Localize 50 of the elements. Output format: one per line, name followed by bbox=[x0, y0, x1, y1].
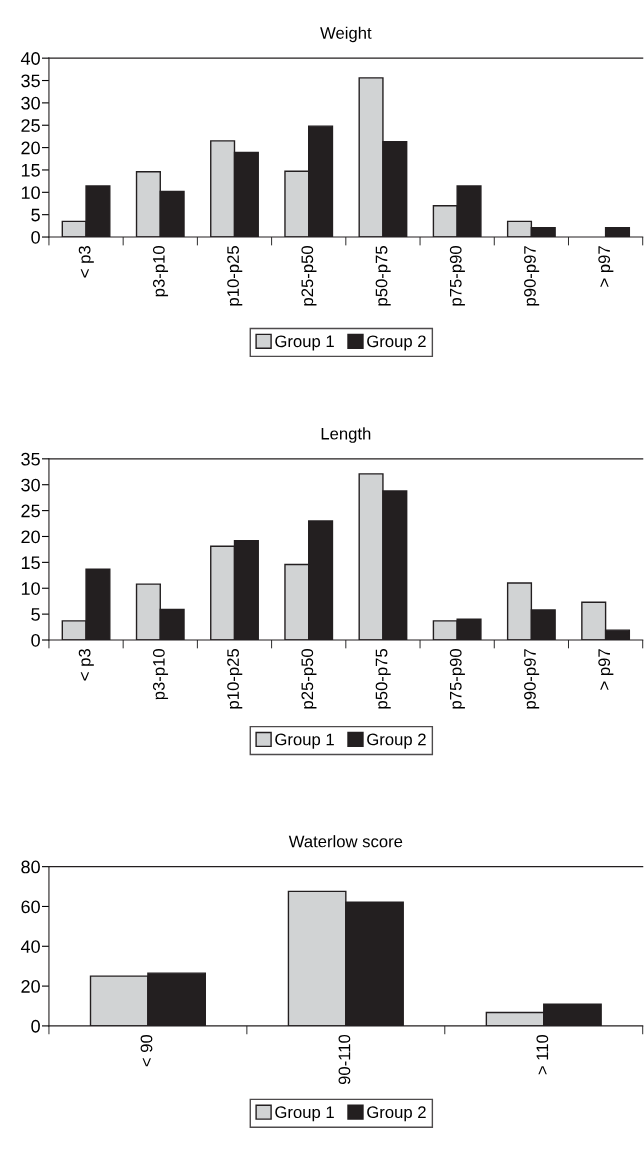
x-tick-label: p3-p10 bbox=[152, 648, 169, 700]
y-tick-label: 15 bbox=[21, 556, 40, 570]
legend-label: Group 2 bbox=[367, 733, 426, 749]
x-tick-label: p10-p25 bbox=[227, 246, 243, 306]
y-tick-label: 10 bbox=[21, 582, 40, 595]
y-tick-label: 60 bbox=[21, 900, 40, 914]
y-tick-label: 25 bbox=[21, 119, 40, 132]
x-tick-label: p75-p90 bbox=[449, 246, 465, 306]
x-tick-label: p50-p75 bbox=[375, 649, 391, 709]
y-tick-label: 25 bbox=[21, 504, 40, 518]
x-tick-label: > p97 bbox=[598, 649, 614, 690]
chart-title: Length bbox=[321, 427, 371, 443]
x-tick-label: p3-p10 bbox=[152, 246, 169, 297]
y-tick-label: 10 bbox=[21, 186, 40, 200]
y-tick-label: 0 bbox=[31, 1019, 40, 1033]
y-tick-label: 35 bbox=[21, 74, 40, 88]
legend-label: Group 1 bbox=[275, 335, 334, 351]
x-tick-label: p90-p97 bbox=[524, 246, 540, 306]
y-tick-label: 0 bbox=[31, 633, 40, 647]
y-tick-label: 40 bbox=[20, 52, 40, 65]
x-tick-label: p25-p50 bbox=[301, 246, 317, 306]
y-tick-label: 40 bbox=[20, 940, 40, 953]
chart-title: Weight bbox=[320, 26, 372, 43]
y-tick-label: 20 bbox=[21, 980, 40, 993]
y-tick-label: 0 bbox=[31, 230, 40, 244]
legend-label: Group 2 bbox=[367, 1106, 426, 1122]
y-tick-label: 80 bbox=[21, 860, 40, 874]
x-tick-label: < 90 bbox=[140, 1034, 153, 1067]
x-tick-label: p90-p97 bbox=[524, 649, 540, 709]
x-tick-label: p25-p50 bbox=[301, 648, 317, 709]
x-tick-label: < p3 bbox=[78, 649, 94, 681]
x-tick-label: < p3 bbox=[78, 246, 94, 278]
x-tick-label: p75-p90 bbox=[449, 648, 465, 709]
y-tick-label: 20 bbox=[21, 141, 40, 155]
y-tick-label: 30 bbox=[21, 96, 40, 110]
chart-title: Waterlow score bbox=[288, 835, 403, 848]
y-tick-label: 20 bbox=[21, 530, 40, 544]
y-tick-label: 5 bbox=[31, 608, 40, 621]
legend-label: Group 1 bbox=[275, 733, 334, 749]
x-tick-label: > 110 bbox=[536, 1034, 549, 1075]
x-tick-label: p10-p25 bbox=[227, 649, 243, 709]
legend-label: Group 2 bbox=[367, 335, 426, 351]
x-tick-label: p50-p75 bbox=[375, 246, 391, 306]
y-tick-label: 15 bbox=[21, 164, 40, 177]
y-tick-label: 35 bbox=[21, 452, 40, 466]
x-tick-label: 90-110 bbox=[338, 1034, 351, 1085]
x-tick-label: > p97 bbox=[598, 246, 614, 287]
y-tick-label: 30 bbox=[21, 478, 40, 492]
y-tick-label: 5 bbox=[31, 208, 40, 222]
legend-label: Group 1 bbox=[275, 1106, 334, 1122]
